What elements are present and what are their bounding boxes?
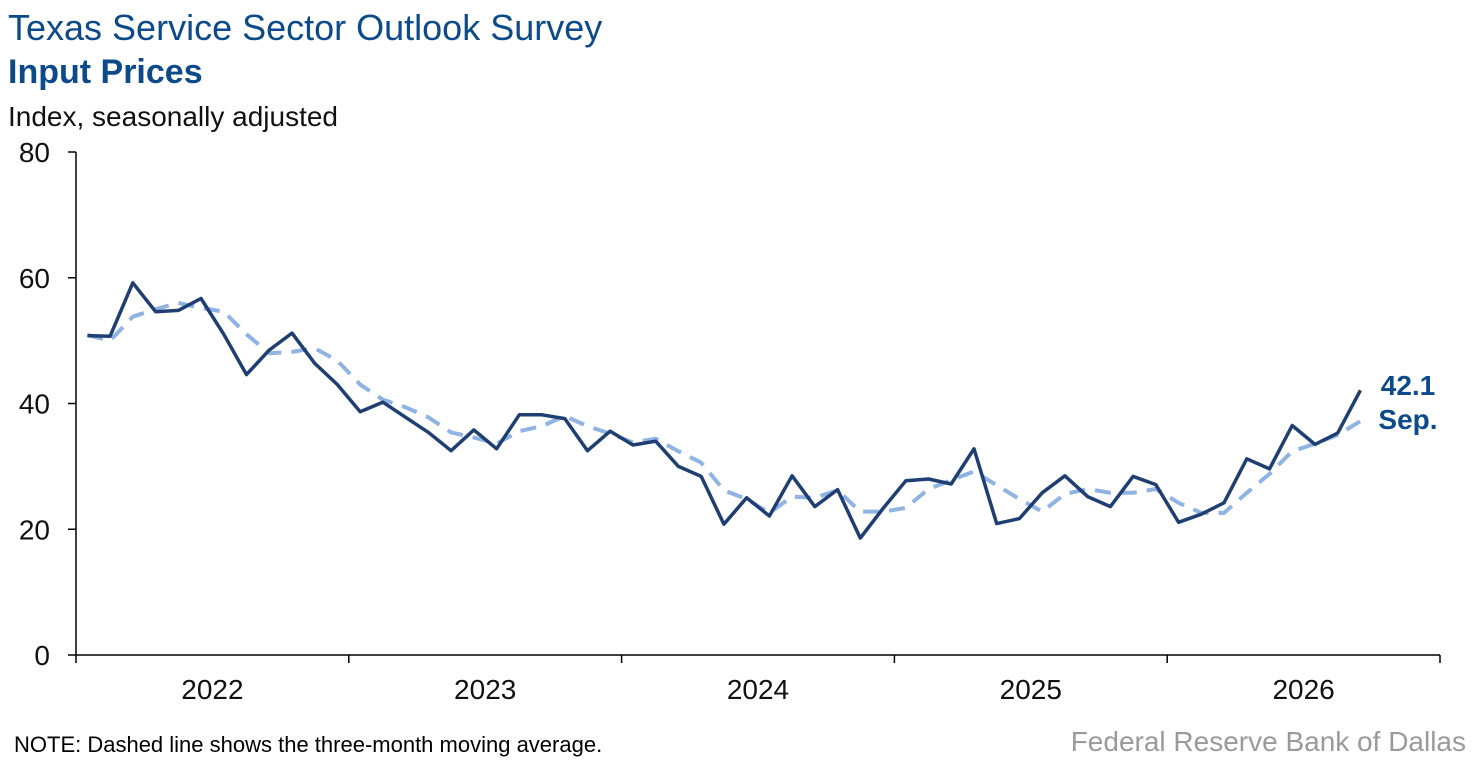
last-period-label: Sep. <box>1378 404 1437 435</box>
x-tick-label: 2026 <box>1272 674 1334 705</box>
footnote: NOTE: Dashed line shows the three-month … <box>14 732 603 757</box>
input-prices-line <box>87 281 1362 540</box>
axes: 0 20 40 60 80 2022 2023 2024 2025 2026 <box>19 137 1441 705</box>
y-axis-label: Index, seasonally adjusted <box>8 101 338 132</box>
x-tick-label: 2025 <box>1000 674 1062 705</box>
annotation-layer: 42.1 Sep. <box>1378 370 1437 435</box>
chart-title: Texas Service Sector Outlook Survey <box>8 7 603 48</box>
moving-average-line <box>86 300 1362 515</box>
y-tick-label: 0 <box>34 640 50 671</box>
last-value-label: 42.1 <box>1381 370 1436 401</box>
x-tick-label: 2023 <box>454 674 516 705</box>
series-layer <box>86 281 1362 540</box>
x-tick-label: 2024 <box>727 674 789 705</box>
y-tick-label: 40 <box>19 389 50 420</box>
source-credit: Federal Reserve Bank of Dallas <box>1070 726 1466 757</box>
chart-subtitle: Input Prices <box>8 53 203 91</box>
y-tick-label: 80 <box>19 137 50 168</box>
y-tick-label: 60 <box>19 263 50 294</box>
x-tick-label: 2022 <box>181 674 243 705</box>
y-tick-label: 20 <box>19 514 50 545</box>
